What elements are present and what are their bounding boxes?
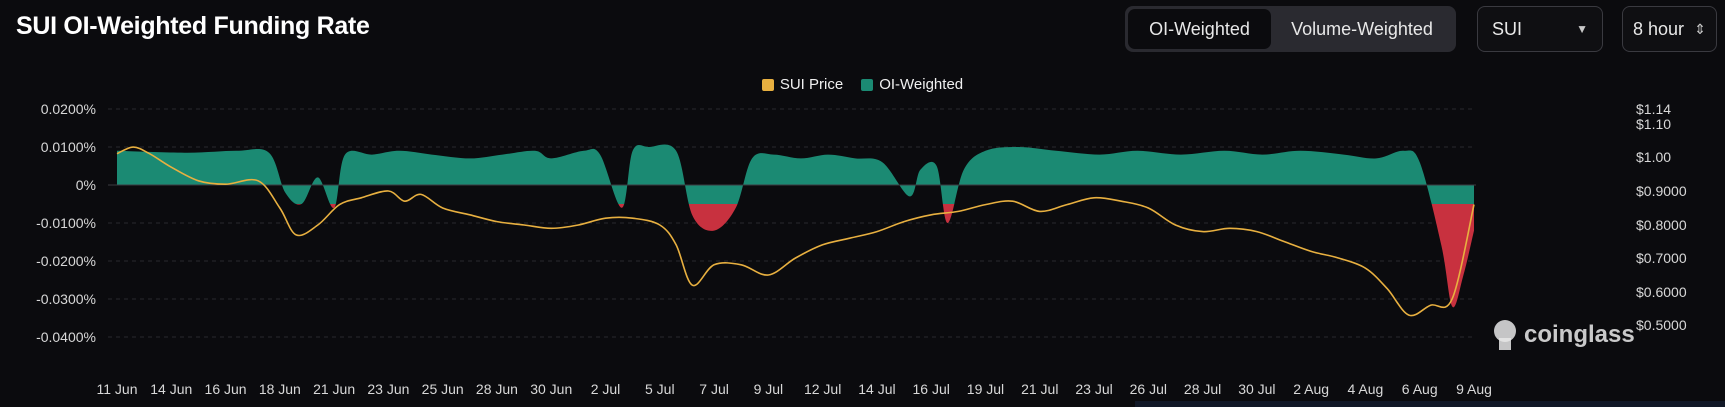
x-tick-label: 2 Aug xyxy=(1293,381,1329,397)
x-tick-label: 14 Jun xyxy=(150,381,192,397)
x-tick-label: 4 Aug xyxy=(1348,381,1384,397)
page-title: SUI OI-Weighted Funding Rate xyxy=(16,12,370,40)
x-tick-label: 30 Jul xyxy=(1238,381,1275,397)
interval-select-value: 8 hour xyxy=(1633,19,1685,39)
legend-item-price[interactable]: SUI Price xyxy=(761,76,844,93)
x-tick-label: 23 Jul xyxy=(1075,381,1112,397)
x-tick-label: 16 Jul xyxy=(913,381,950,397)
x-tick-label: 16 Jun xyxy=(205,381,247,397)
x-tick-label: 18 Jun xyxy=(259,381,301,397)
bottom-strip xyxy=(1135,401,1725,407)
x-tick-label: 9 Jul xyxy=(754,381,784,397)
right-tick-label: $0.7000 xyxy=(1636,250,1687,266)
right-tick-label: $0.9000 xyxy=(1636,183,1687,199)
price-line xyxy=(116,146,1475,317)
weighting-toggle[interactable]: OI-Weighted Volume-Weighted xyxy=(1125,6,1456,52)
price-line-layer xyxy=(116,146,1475,317)
x-tick-label: 21 Jun xyxy=(313,381,355,397)
left-tick-label: -0.0400% xyxy=(36,329,96,345)
right-tick-label: $0.6000 xyxy=(1636,284,1687,300)
x-tick-label: 9 Aug xyxy=(1456,381,1492,397)
legend-label-oi: OI-Weighted xyxy=(879,76,964,93)
right-y-axis: $1.14$1.10 $1.00 $0.9000 $0.8000 $0.7000 $0.6… xyxy=(1636,101,1687,333)
interval-select[interactable]: 8 hour ⇕ xyxy=(1622,6,1717,52)
legend-item-oi[interactable]: OI-Weighted xyxy=(861,76,963,93)
x-tick-label: 21 Jul xyxy=(1021,381,1058,397)
updown-chevron-icon: ⇕ xyxy=(1694,21,1706,37)
left-y-axis: 0.0200% 0.0100% 0% -0.0100% -0.0200% -0.0300%… xyxy=(36,101,96,345)
tab-volume-weighted[interactable]: Volume-Weighted xyxy=(1291,19,1433,39)
right-tick-label: $0.5000 xyxy=(1636,317,1687,333)
chart-legend: SUI Price OI-Weighted xyxy=(0,76,1725,93)
grid-lines xyxy=(108,108,1476,338)
coin-select[interactable]: SUI ▼ xyxy=(1477,6,1603,52)
x-tick-label: 11 Jun xyxy=(97,381,138,397)
legend-label-price: SUI Price xyxy=(779,76,844,93)
x-axis: 11 Jun 14 Jun 16 Jun 18 Jun 21 Jun 23 Jun 25 J… xyxy=(97,381,1492,397)
x-tick-label: 23 Jun xyxy=(367,381,409,397)
x-tick-label: 2 Jul xyxy=(591,381,621,397)
coin-select-value: SUI xyxy=(1492,19,1523,39)
x-tick-label: 6 Aug xyxy=(1402,381,1438,397)
left-tick-label: 0.0200% xyxy=(41,101,96,117)
legend-swatch-oi xyxy=(861,78,874,91)
x-tick-label: 26 Jul xyxy=(1130,381,1167,397)
right-tick-label: $1.00 xyxy=(1636,149,1671,165)
x-tick-label: 12 Jul xyxy=(804,381,841,397)
x-tick-label: 30 Jun xyxy=(530,381,572,397)
left-tick-label: -0.0200% xyxy=(36,253,96,269)
right-tick-label: $1.14 xyxy=(1636,101,1671,117)
watermark-text: coinglass xyxy=(1524,321,1635,348)
x-tick-label: 28 Jul xyxy=(1184,381,1221,397)
funding-rate-area xyxy=(108,144,1476,308)
coinglass-watermark: coinglass xyxy=(1490,318,1635,352)
right-tick-label: $0.8000 xyxy=(1636,217,1687,233)
x-tick-label: 5 Jul xyxy=(645,381,675,397)
x-tick-label: 14 Jul xyxy=(858,381,895,397)
x-tick-label: 25 Jun xyxy=(422,381,464,397)
tab-oi-weighted[interactable]: OI-Weighted xyxy=(1128,9,1271,49)
x-tick-label: 7 Jul xyxy=(699,381,729,397)
left-tick-label: 0% xyxy=(76,177,96,193)
left-tick-label: -0.0300% xyxy=(36,291,96,307)
funding-area-positive xyxy=(117,144,1474,204)
coinglass-logo-icon xyxy=(1494,320,1516,350)
chevron-down-icon: ▼ xyxy=(1576,22,1588,36)
right-tick-label: $1.10 xyxy=(1636,116,1671,132)
x-tick-label: 28 Jun xyxy=(476,381,518,397)
x-tick-label: 19 Jul xyxy=(967,381,1004,397)
left-tick-label: 0.0100% xyxy=(41,139,96,155)
left-tick-label: -0.0100% xyxy=(36,215,96,231)
legend-swatch-price xyxy=(761,78,774,91)
